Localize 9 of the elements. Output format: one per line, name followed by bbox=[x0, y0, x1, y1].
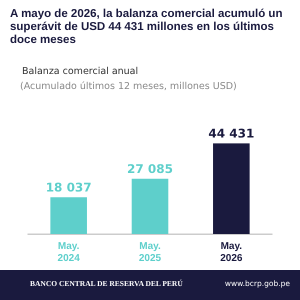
x-tick-label: May. 2024 bbox=[58, 240, 80, 264]
x-tick-label: May. 2026 bbox=[220, 240, 243, 264]
chart-title: A mayo de 2026, la balanza comercial acumuló un superávit de USD 44 431 millones en los últimos doce meses bbox=[10, 8, 284, 47]
data-label: 44 431 bbox=[208, 126, 254, 140]
text: (Acumulado últimos 12 meses, millones USD) bbox=[20, 81, 237, 92]
chart-subtitle: Balanza comercial anual bbox=[22, 66, 138, 77]
data-label: 27 085 bbox=[127, 162, 173, 176]
data-label: 18 037 bbox=[46, 180, 92, 194]
x-tick-label: May. 2025 bbox=[138, 240, 162, 264]
